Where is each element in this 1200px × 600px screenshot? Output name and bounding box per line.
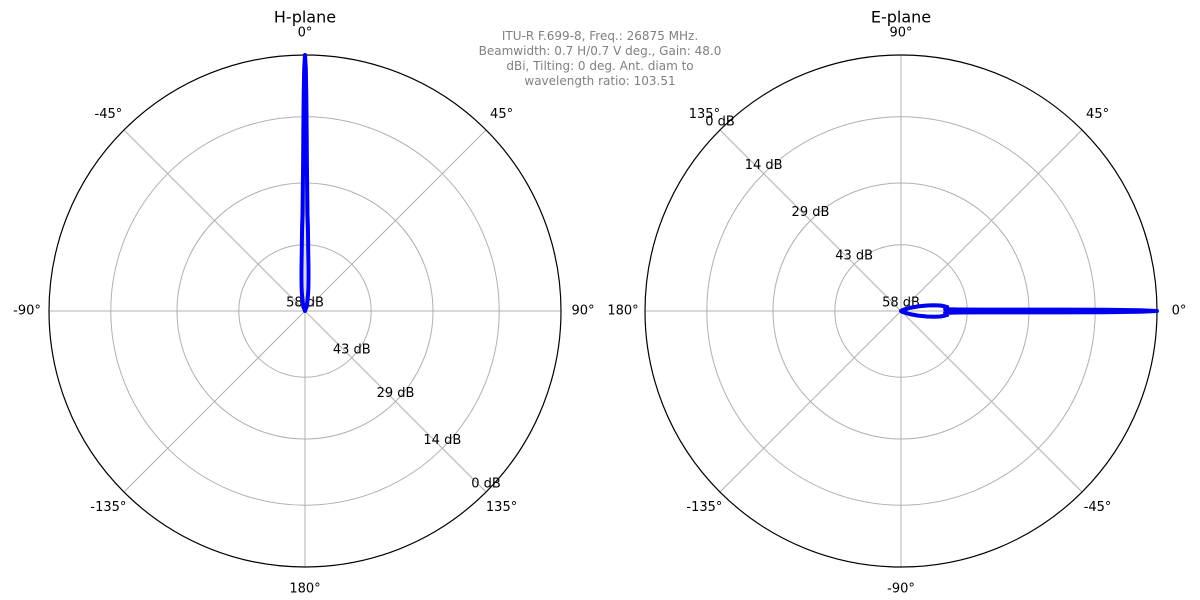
h-plane-grid-spoke bbox=[304, 129, 487, 312]
h-plane-pattern-series bbox=[299, 53, 311, 313]
h-plane-angle-tick-label: 0° bbox=[298, 26, 313, 41]
e-plane-grid-spoke bbox=[900, 310, 1083, 493]
e-plane-angle-tick-label: 180° bbox=[607, 304, 638, 319]
h-plane-radial-tick-label: 29 dB bbox=[377, 386, 415, 401]
e-plane-grid-spoke bbox=[719, 310, 902, 493]
h-plane-angle-tick-label: -45° bbox=[95, 107, 123, 122]
h-plane-angle-tick-label: 90° bbox=[571, 304, 594, 319]
e-plane-radial-tick-label: 14 dB bbox=[745, 158, 783, 173]
e-plane-angle-tick-label: -135° bbox=[686, 500, 722, 515]
h-plane-angle-tick-label: 45° bbox=[490, 107, 513, 122]
h-plane-angle-tick-label: 135° bbox=[486, 500, 517, 515]
h-plane-radial-tick-label: 58 dB bbox=[286, 296, 324, 311]
e-plane-pattern-series bbox=[899, 303, 1159, 319]
e-plane-radial-tick-label: 43 dB bbox=[835, 249, 873, 264]
h-plane-radial-tick-label: 0 dB bbox=[471, 477, 501, 492]
h-plane-grid-spoke bbox=[304, 310, 487, 493]
h-plane-angle-tick-label: -135° bbox=[90, 500, 126, 515]
h-plane-grid-spoke bbox=[123, 129, 306, 312]
h-plane-grid-spoke bbox=[123, 310, 306, 493]
e-plane-angle-tick-label: 90° bbox=[889, 26, 912, 41]
e-plane-angle-tick-label: 135° bbox=[689, 107, 720, 122]
e-plane-grid-spoke bbox=[719, 129, 902, 312]
e-plane-angle-tick-label: -45° bbox=[1084, 500, 1112, 515]
annotation-line-4: wavelength ratio: 103.51 bbox=[524, 74, 675, 88]
e-plane-radial-tick-label: 0 dB bbox=[705, 114, 735, 129]
h-plane-radial-tick-label: 43 dB bbox=[333, 342, 371, 357]
e-plane-angle-tick-label: 0° bbox=[1172, 304, 1187, 319]
e-plane-angle-tick-label: 45° bbox=[1086, 107, 1109, 122]
annotation-line-3: dBi, Tilting: 0 deg. Ant. diam to bbox=[506, 59, 693, 73]
h-plane-radial-tick-label: 14 dB bbox=[423, 433, 461, 448]
e-plane-title: E-plane bbox=[871, 8, 931, 27]
e-plane-angle-tick-label: -90° bbox=[887, 582, 915, 597]
h-plane-angle-tick-label: 180° bbox=[289, 582, 320, 597]
e-plane-grid-spoke bbox=[900, 129, 1083, 312]
h-plane-title: H-plane bbox=[274, 8, 336, 27]
annotation-line-2: Beamwidth: 0.7 H/0.7 V deg., Gain: 48.0 bbox=[479, 44, 722, 58]
annotation-line-1: ITU-R F.699-8, Freq.: 26875 MHz. bbox=[502, 29, 698, 43]
e-plane-radial-tick-label: 29 dB bbox=[792, 205, 830, 220]
h-plane-angle-tick-label: -90° bbox=[13, 304, 41, 319]
